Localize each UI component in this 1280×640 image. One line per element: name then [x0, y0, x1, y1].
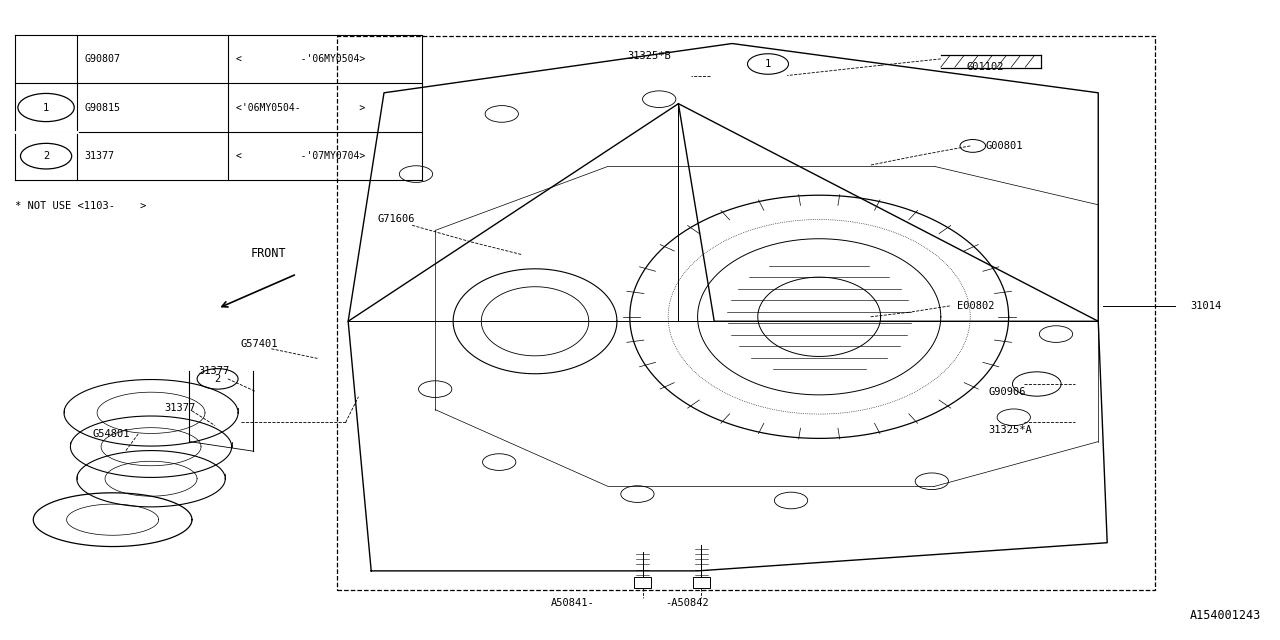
- Text: -A50842: -A50842: [666, 598, 709, 608]
- Bar: [694, 577, 710, 588]
- Text: G54801: G54801: [92, 429, 129, 439]
- Text: 1: 1: [44, 102, 49, 113]
- Text: E00802: E00802: [957, 301, 995, 311]
- Text: G90807: G90807: [84, 54, 120, 64]
- Text: 1: 1: [765, 59, 771, 69]
- Text: A154001243: A154001243: [1189, 609, 1261, 622]
- Text: <'06MY0504-          >: <'06MY0504- >: [236, 102, 365, 113]
- Text: 31377: 31377: [164, 403, 195, 413]
- Text: <          -'07MY0704>: < -'07MY0704>: [236, 151, 365, 161]
- Text: * NOT USE <1103-    >: * NOT USE <1103- >: [15, 201, 147, 211]
- Text: G00801: G00801: [986, 141, 1023, 151]
- Text: FRONT: FRONT: [251, 247, 287, 260]
- Text: 31377: 31377: [84, 151, 114, 161]
- Text: A50841-: A50841-: [550, 598, 594, 608]
- Bar: [635, 577, 652, 588]
- Text: G57401: G57401: [241, 339, 278, 349]
- Text: 31377: 31377: [198, 366, 229, 376]
- Text: 31014: 31014: [1190, 301, 1221, 311]
- Text: G71606: G71606: [378, 214, 415, 224]
- Text: 31325*B: 31325*B: [627, 51, 671, 61]
- Text: <          -'06MY0504>: < -'06MY0504>: [236, 54, 365, 64]
- Text: G01102: G01102: [966, 62, 1004, 72]
- Text: G90815: G90815: [84, 102, 120, 113]
- Text: 2: 2: [44, 151, 49, 161]
- Text: 2: 2: [215, 374, 220, 384]
- Text: 31325*A: 31325*A: [988, 425, 1032, 435]
- Text: G90906: G90906: [988, 387, 1025, 397]
